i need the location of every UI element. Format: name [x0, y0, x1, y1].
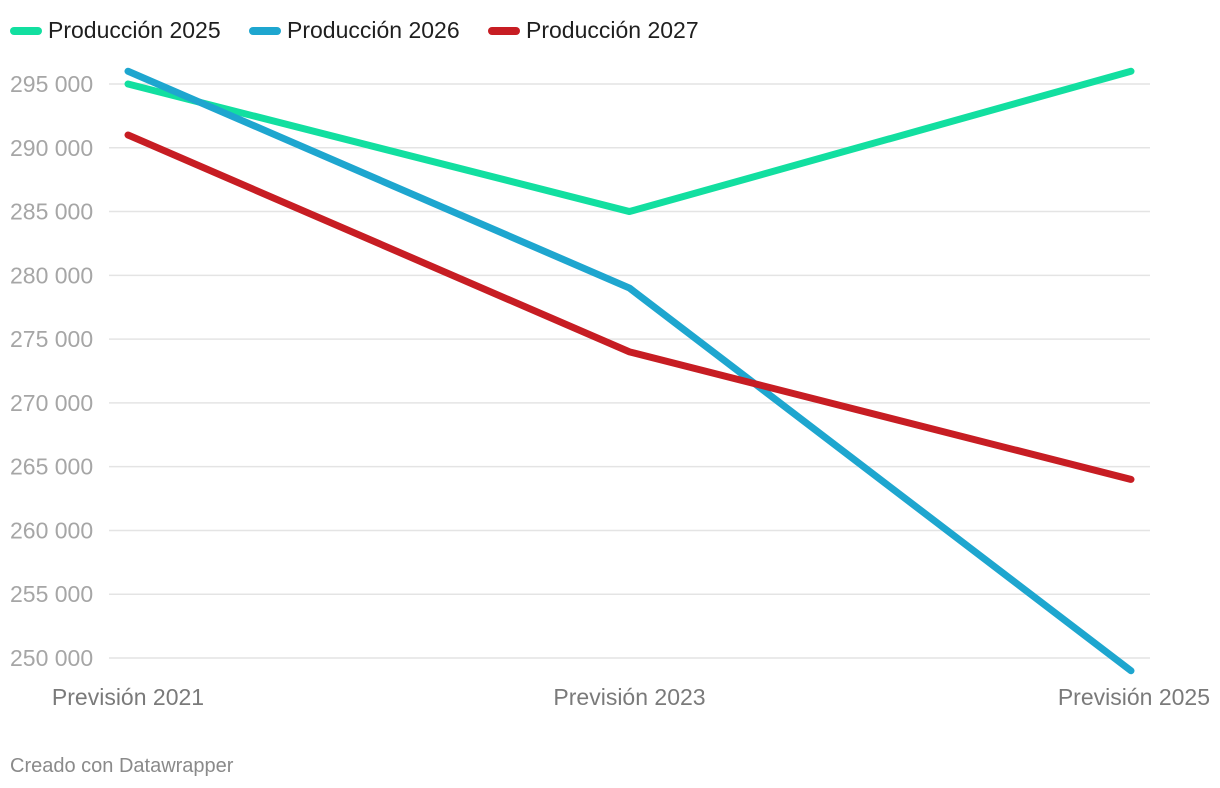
y-axis-ticks: 295 000 290 000 285 000 280 000 275 000 270 0… [10, 71, 93, 671]
series-lines [124, 67, 1135, 675]
series-line-3 [124, 131, 1135, 483]
legend: Producción 2025 Producción 2026 Producción… [10, 17, 699, 43]
credit-text: Creado con Datawrapper [10, 755, 234, 777]
x-tick-label: Previsión 2023 [553, 684, 705, 710]
series-line-2 [124, 67, 1135, 675]
y-tick-label: 250 000 [10, 645, 93, 671]
x-axis-ticks: Previsión 2021 Previsión 2023 Previsión 20… [52, 684, 1210, 710]
x-tick-label: Previsión 2021 [52, 684, 204, 710]
legend-label: Producción 2026 [287, 17, 460, 43]
y-tick-label: 255 000 [10, 581, 93, 607]
gridlines [109, 83, 1150, 659]
y-tick-label: 270 000 [10, 390, 93, 416]
y-tick-label: 285 000 [10, 199, 93, 225]
x-tick-label: Previsión 2025 [1058, 684, 1210, 710]
y-tick-label: 280 000 [10, 262, 93, 288]
y-tick-label: 260 000 [10, 517, 93, 543]
legend-label: Producción 2027 [526, 17, 699, 43]
y-tick-label: 295 000 [10, 71, 93, 97]
y-tick-label: 265 000 [10, 454, 93, 480]
y-tick-label: 290 000 [10, 135, 93, 161]
legend-label: Producción 2025 [48, 17, 221, 43]
y-tick-label: 275 000 [10, 326, 93, 352]
series-line-1 [124, 67, 1135, 216]
